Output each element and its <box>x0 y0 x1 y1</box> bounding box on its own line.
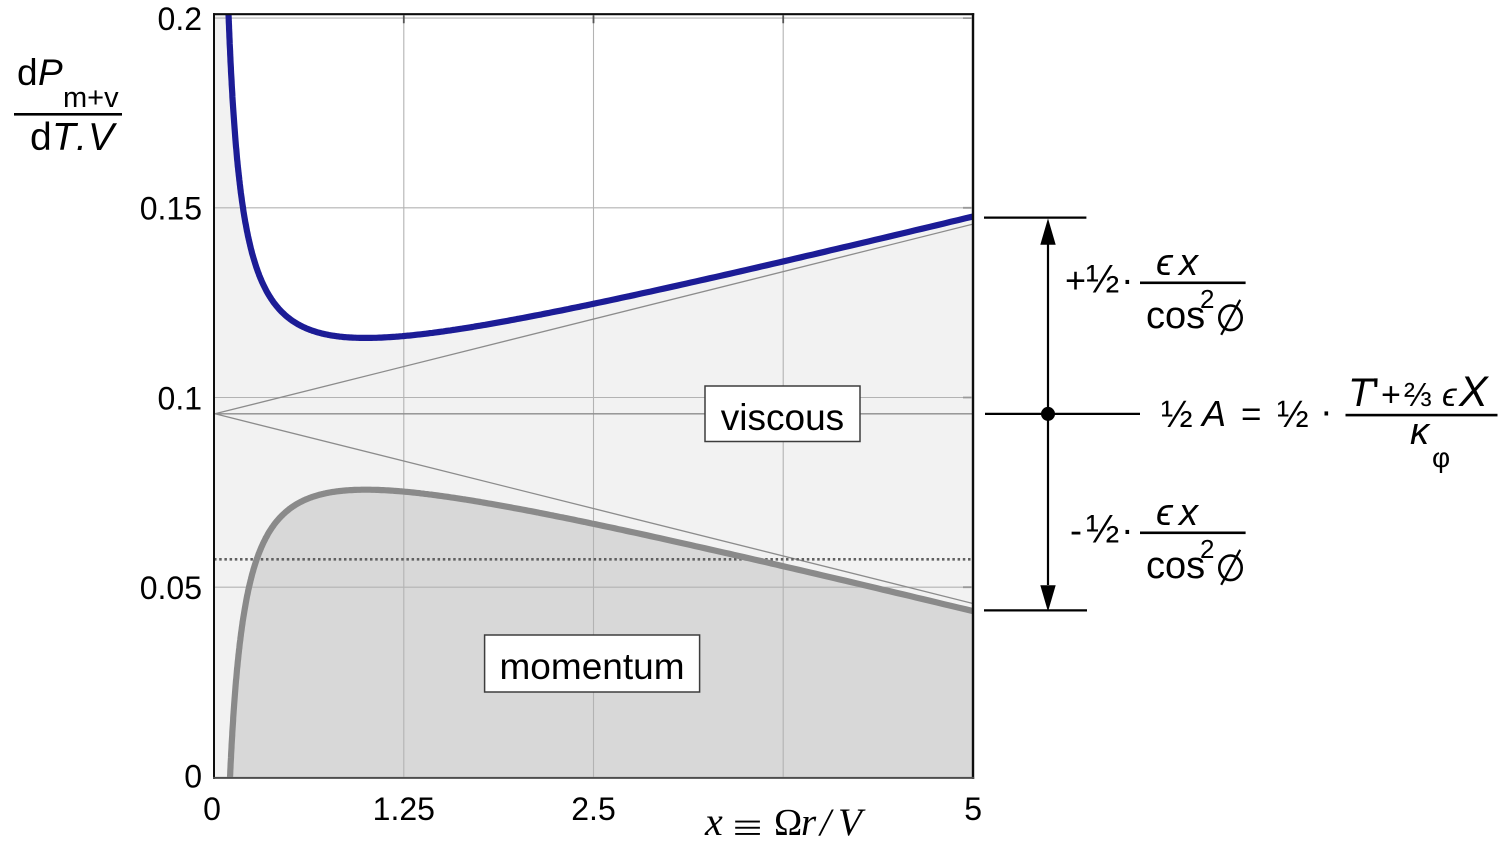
svg-text:d: d <box>17 52 38 93</box>
svg-text:½: ½ <box>1086 507 1119 551</box>
svg-text:-: - <box>1070 509 1082 550</box>
svg-text:2.5: 2.5 <box>571 791 615 827</box>
svg-text:·: · <box>1121 509 1134 551</box>
svg-text:Ω: Ω <box>774 802 802 841</box>
svg-text:0: 0 <box>203 791 221 827</box>
svg-text:2: 2 <box>1200 284 1214 314</box>
svg-text:½: ½ <box>1086 257 1119 301</box>
svg-text:x: x <box>704 799 723 841</box>
svg-text:viscous: viscous <box>721 397 844 438</box>
svg-text:.: . <box>76 116 87 159</box>
svg-text:T: T <box>52 116 79 159</box>
svg-text:m+v: m+v <box>63 82 119 114</box>
svg-text:X: X <box>1458 368 1490 416</box>
svg-text:P: P <box>38 52 63 93</box>
svg-text:/: / <box>818 801 834 841</box>
svg-text:cos: cos <box>1146 295 1205 337</box>
svg-text:V: V <box>88 116 118 159</box>
svg-text:cos: cos <box>1146 545 1205 587</box>
svg-text:x: x <box>1177 492 1200 534</box>
svg-text:0.05: 0.05 <box>140 570 202 606</box>
svg-text:2: 2 <box>1200 534 1214 564</box>
svg-text:·: · <box>1320 391 1333 433</box>
svg-text:ϵ: ϵ <box>1442 376 1458 413</box>
svg-text:d: d <box>30 116 52 159</box>
svg-text:ϵ: ϵ <box>1156 492 1174 534</box>
svg-text:V: V <box>838 801 866 841</box>
svg-text:=: = <box>1241 395 1261 434</box>
svg-text:momentum: momentum <box>499 646 684 687</box>
svg-text:+: + <box>1065 259 1086 300</box>
svg-text:5: 5 <box>964 791 982 827</box>
svg-text:⅔: ⅔ <box>1404 376 1432 413</box>
svg-text:0.2: 0.2 <box>158 1 202 37</box>
svg-text:0: 0 <box>184 758 202 794</box>
svg-text:': ' <box>1372 371 1380 415</box>
svg-text:·: · <box>1121 259 1134 301</box>
svg-text:½: ½ <box>1161 394 1193 436</box>
svg-text:A: A <box>1200 393 1226 434</box>
svg-text:T: T <box>1348 371 1375 415</box>
svg-text:r: r <box>801 801 817 841</box>
svg-text:0.1: 0.1 <box>158 380 202 416</box>
svg-text:0.15: 0.15 <box>140 191 202 227</box>
svg-text:½: ½ <box>1277 394 1309 436</box>
svg-text:1.25: 1.25 <box>373 791 435 827</box>
svg-text:+: + <box>1381 376 1401 414</box>
svg-text:φ: φ <box>1432 442 1450 473</box>
svg-text:κ: κ <box>1410 411 1431 453</box>
svg-text:ϵ: ϵ <box>1156 242 1174 284</box>
svg-text:x: x <box>1177 242 1200 284</box>
